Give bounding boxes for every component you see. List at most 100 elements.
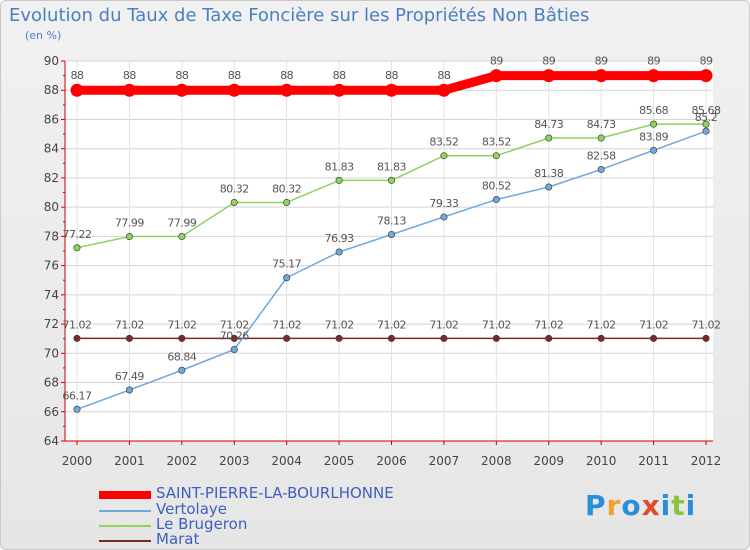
plot-area	[65, 61, 713, 441]
data-point	[440, 152, 448, 160]
logo-letter: o	[621, 489, 642, 522]
x-tick-label: 2000	[62, 454, 93, 468]
data-point	[594, 69, 608, 83]
data-label: 85.68	[639, 104, 668, 117]
data-label: 81.83	[325, 160, 354, 173]
logo-letter: i	[685, 489, 697, 522]
data-label: 71.02	[587, 318, 616, 331]
data-label: 88	[175, 69, 188, 82]
x-tick-label: 2011	[638, 454, 669, 468]
data-label: 70.26	[220, 330, 249, 343]
x-tick-label: 2004	[271, 454, 302, 468]
data-point	[283, 198, 291, 206]
data-point	[542, 69, 556, 83]
legend-swatch	[99, 510, 151, 512]
data-point	[387, 230, 395, 238]
data-label: 84.73	[534, 118, 563, 131]
data-point	[125, 233, 133, 241]
data-label: 83.52	[429, 136, 458, 149]
legend-label: Le Brugeron	[156, 515, 248, 533]
data-label: 89	[595, 55, 608, 68]
logo-letter: x	[641, 489, 661, 522]
logo-letter: P	[585, 489, 607, 522]
x-tick-label: 2001	[114, 454, 145, 468]
y-tick-label: 86	[44, 112, 59, 126]
x-tick-label: 2008	[481, 454, 512, 468]
data-point	[597, 134, 605, 142]
x-tick-label: 2006	[376, 454, 407, 468]
data-label: 88	[228, 69, 241, 82]
data-point	[335, 248, 343, 256]
data-point	[122, 83, 136, 97]
x-tick-label: 2007	[429, 454, 460, 468]
data-label: 82.58	[587, 149, 616, 162]
data-point	[73, 334, 81, 342]
data-label: 77.99	[167, 217, 196, 230]
data-point	[545, 183, 553, 191]
data-label: 80.52	[482, 180, 511, 193]
data-label: 71.02	[639, 318, 668, 331]
x-tick-label: 2005	[324, 454, 355, 468]
data-point	[387, 176, 395, 184]
data-point	[545, 134, 553, 142]
legend-swatch	[99, 525, 151, 527]
data-label: 71.02	[692, 318, 721, 331]
legend-label: SAINT-PIERRE-LA-BOURLHONNE	[156, 484, 394, 502]
x-tick-label: 2002	[167, 454, 198, 468]
data-label: 81.83	[377, 160, 406, 173]
data-label: 88	[280, 69, 293, 82]
data-point	[702, 127, 710, 135]
data-point	[650, 146, 658, 154]
logo-letter: t	[671, 489, 686, 522]
data-point	[650, 334, 658, 342]
data-label: 88	[385, 69, 398, 82]
data-label: 83.52	[482, 136, 511, 149]
data-point	[230, 346, 238, 354]
data-point	[335, 176, 343, 184]
data-label: 76.93	[325, 232, 354, 245]
data-point	[597, 334, 605, 342]
y-tick-label: 66	[44, 405, 59, 419]
data-point	[440, 213, 448, 221]
data-label: 66.17	[63, 389, 92, 402]
logo-letter: i	[660, 489, 672, 522]
data-label: 71.02	[272, 318, 301, 331]
y-tick-label: 74	[44, 288, 59, 302]
data-point	[699, 69, 713, 83]
x-tick-label: 2003	[219, 454, 250, 468]
data-label: 85.2	[695, 111, 718, 124]
y-tick-label: 90	[44, 54, 59, 68]
data-point	[283, 334, 291, 342]
x-tick-label: 2010	[586, 454, 617, 468]
data-point	[440, 334, 448, 342]
proxiti-logo: Proxiti	[585, 489, 696, 522]
logo-letter: r	[606, 489, 622, 522]
y-tick-label: 72	[44, 317, 59, 331]
data-point	[492, 196, 500, 204]
data-point	[227, 83, 241, 97]
data-label: 85.68	[692, 104, 721, 117]
y-axis-unit: (en %)	[25, 29, 62, 42]
legend-label: Marat	[156, 530, 200, 548]
data-label: 71.02	[167, 318, 196, 331]
data-point	[332, 83, 346, 97]
legend-label: Vertolaye	[156, 500, 228, 518]
data-label: 71.02	[325, 318, 354, 331]
data-point	[597, 165, 605, 173]
y-tick-label: 80	[44, 200, 59, 214]
data-label: 75.17	[272, 258, 301, 271]
y-tick-label: 70	[44, 346, 59, 360]
data-label: 71.02	[482, 318, 511, 331]
data-label: 80.32	[220, 182, 249, 195]
data-point	[489, 69, 503, 83]
data-label: 89	[542, 55, 555, 68]
y-tick-label: 76	[44, 259, 59, 273]
data-point	[437, 83, 451, 97]
series-3: 71.02 71.02 71.02 71.02 71.02 71.02 71.02 71.02…	[63, 318, 721, 342]
x-tick-label: 2012	[691, 454, 722, 468]
data-point	[230, 198, 238, 206]
series-1: 66.17 67.49 68.84 70.26 75.17 76.93 78.13 79.33…	[63, 111, 718, 413]
data-point	[283, 274, 291, 282]
data-point	[647, 69, 661, 83]
data-label: 67.49	[115, 370, 144, 383]
